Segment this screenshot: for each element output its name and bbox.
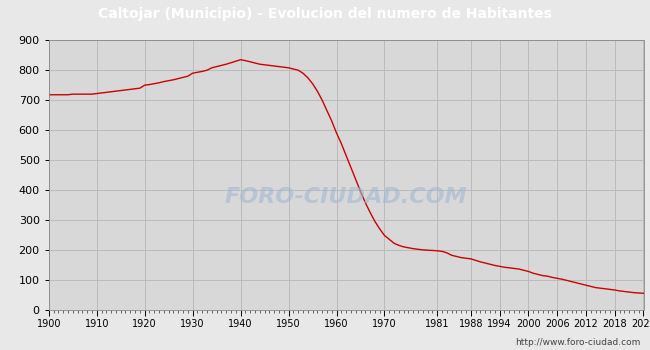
Text: FORO-CIUDAD.COM: FORO-CIUDAD.COM [225, 187, 467, 206]
Text: Caltojar (Municipio) - Evolucion del numero de Habitantes: Caltojar (Municipio) - Evolucion del num… [98, 7, 552, 21]
Text: http://www.foro-ciudad.com: http://www.foro-ciudad.com [515, 338, 640, 347]
